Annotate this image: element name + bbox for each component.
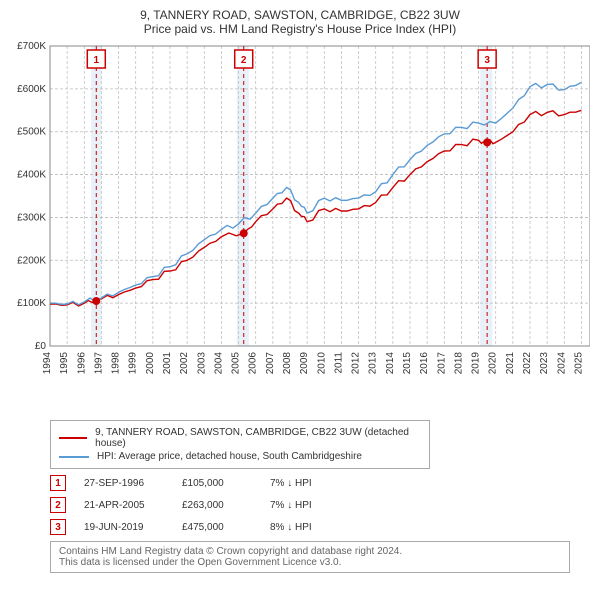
svg-text:3: 3	[484, 55, 490, 66]
sales-date: 21-APR-2005	[84, 500, 164, 511]
chart-svg: £0 £100K £200K £300K £400K £500K £600K £700K 199…	[10, 42, 590, 412]
svg-text:2017: 2017	[436, 352, 447, 375]
svg-text:2010: 2010	[316, 352, 327, 375]
chart-area: £0 £100K £200K £300K £400K £500K £600K £700K 199…	[10, 42, 590, 412]
svg-text:2005: 2005	[231, 352, 242, 375]
legend-line-icon	[59, 456, 89, 458]
legend-label: 9, TANNERY ROAD, SAWSTON, CAMBRIDGE, CB2…	[95, 427, 421, 449]
title-sub: Price paid vs. HM Land Registry's House …	[10, 22, 590, 36]
legend-box: 9, TANNERY ROAD, SAWSTON, CAMBRIDGE, CB2…	[50, 420, 430, 469]
sales-price: £105,000	[182, 478, 252, 489]
svg-text:£300K: £300K	[17, 212, 46, 223]
svg-text:2013: 2013	[368, 352, 379, 375]
svg-text:2009: 2009	[299, 352, 310, 375]
svg-text:2003: 2003	[196, 352, 207, 375]
sales-row: 1 27-SEP-1996 £105,000 7% ↓ HPI	[50, 475, 590, 491]
sales-price: £475,000	[182, 522, 252, 533]
sales-diff: 7% ↓ HPI	[270, 500, 330, 511]
svg-text:£600K: £600K	[17, 84, 46, 95]
sales-row: 3 19-JUN-2019 £475,000 8% ↓ HPI	[50, 519, 590, 535]
svg-text:2: 2	[241, 55, 247, 66]
svg-text:2014: 2014	[385, 352, 396, 375]
svg-text:2001: 2001	[162, 352, 173, 375]
svg-text:2007: 2007	[265, 352, 276, 375]
svg-text:2015: 2015	[402, 352, 413, 375]
svg-text:2008: 2008	[282, 352, 293, 375]
sales-row: 2 21-APR-2005 £263,000 7% ↓ HPI	[50, 497, 590, 513]
legend-label: HPI: Average price, detached house, Sout…	[97, 451, 362, 462]
svg-text:2006: 2006	[248, 352, 259, 375]
title-block: 9, TANNERY ROAD, SAWSTON, CAMBRIDGE, CB2…	[10, 8, 590, 36]
svg-text:2000: 2000	[145, 352, 156, 375]
svg-text:2016: 2016	[419, 352, 430, 375]
svg-text:1996: 1996	[76, 352, 87, 375]
sales-marker-icon: 3	[50, 519, 66, 535]
svg-text:2004: 2004	[213, 352, 224, 375]
svg-text:2022: 2022	[522, 352, 533, 375]
title-main: 9, TANNERY ROAD, SAWSTON, CAMBRIDGE, CB2…	[10, 8, 590, 22]
legend-row: 9, TANNERY ROAD, SAWSTON, CAMBRIDGE, CB2…	[59, 427, 421, 449]
footnote-box: Contains HM Land Registry data © Crown c…	[50, 541, 570, 573]
sales-date: 27-SEP-1996	[84, 478, 164, 489]
sales-marker-icon: 1	[50, 475, 66, 491]
svg-text:£200K: £200K	[17, 255, 46, 266]
legend-row: HPI: Average price, detached house, Sout…	[59, 451, 421, 462]
footnote-line-1: Contains HM Land Registry data © Crown c…	[59, 546, 561, 557]
svg-text:1999: 1999	[128, 352, 139, 375]
svg-text:2019: 2019	[471, 352, 482, 375]
svg-text:£0: £0	[35, 341, 47, 352]
footnote-line-2: This data is licensed under the Open Gov…	[59, 557, 561, 568]
sales-date: 19-JUN-2019	[84, 522, 164, 533]
sales-price: £263,000	[182, 500, 252, 511]
svg-text:2021: 2021	[505, 352, 516, 375]
svg-text:2018: 2018	[453, 352, 464, 375]
svg-text:1: 1	[94, 55, 100, 66]
svg-text:2025: 2025	[573, 352, 584, 375]
sales-diff: 8% ↓ HPI	[270, 522, 330, 533]
svg-text:2020: 2020	[488, 352, 499, 375]
svg-text:£100K: £100K	[17, 298, 46, 309]
svg-text:2012: 2012	[351, 352, 362, 375]
svg-text:1998: 1998	[111, 352, 122, 375]
chart-container: 9, TANNERY ROAD, SAWSTON, CAMBRIDGE, CB2…	[0, 0, 600, 581]
svg-text:£400K: £400K	[17, 170, 46, 181]
svg-text:2023: 2023	[539, 352, 550, 375]
legend-line-icon	[59, 437, 87, 439]
svg-text:2024: 2024	[556, 352, 567, 375]
svg-text:1997: 1997	[93, 352, 104, 375]
svg-text:£700K: £700K	[17, 42, 46, 52]
svg-text:£500K: £500K	[17, 127, 46, 138]
svg-text:1995: 1995	[59, 352, 70, 375]
svg-text:2002: 2002	[179, 352, 190, 375]
sales-marker-icon: 2	[50, 497, 66, 513]
svg-text:1994: 1994	[42, 352, 53, 375]
sales-table: 1 27-SEP-1996 £105,000 7% ↓ HPI 2 21-APR-2005…	[50, 475, 590, 535]
sales-diff: 7% ↓ HPI	[270, 478, 330, 489]
svg-text:2011: 2011	[333, 352, 344, 374]
